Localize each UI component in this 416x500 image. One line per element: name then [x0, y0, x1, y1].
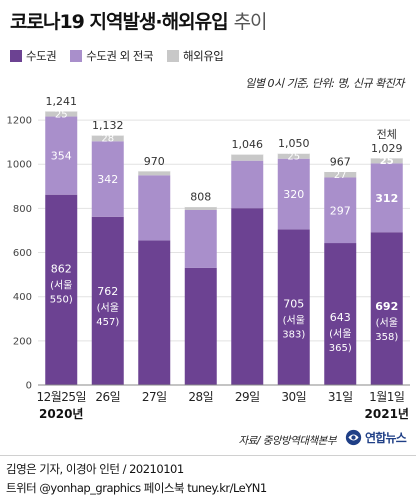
bar-segment-imported [370, 157, 403, 164]
legend: 수도권 수도권 외 전국 해외유입 [10, 48, 224, 64]
y-tick-label: 1000 [7, 160, 32, 171]
seoul-sublabel-line1: (서울 [329, 328, 351, 340]
x-tick-label: 29일 [235, 390, 260, 404]
bar-segment-non-seoul [91, 141, 124, 217]
social-line: 트위터 @yonhap_graphics 페이스북 tuney.kr/LeYN1 [6, 481, 267, 495]
chart-title: 코로나19 지역발생·해외유입 추이 [10, 7, 268, 34]
data-label-seoul-area: 762 [97, 285, 118, 298]
bar-segment-non-seoul [45, 116, 78, 195]
source-note: 자료/ 중앙방역대책본부 [238, 435, 337, 447]
bar-segment-non-seoul [324, 177, 357, 244]
bar-segment-non-seoul [184, 209, 217, 268]
legend-label-non-seoul: 수도권 외 전국 [86, 49, 154, 63]
y-tick-label: 800 [13, 204, 32, 215]
total-prefix-label: 전체 [377, 128, 397, 141]
data-label-imported: 25 [380, 156, 394, 167]
data-label-imported: 25 [287, 151, 300, 162]
legend-swatch-imported [167, 50, 180, 62]
total-label: 1,050 [278, 137, 310, 150]
legend-item-seoul-area: 수도권 [10, 48, 57, 64]
data-label-seoul-area: 705 [283, 297, 304, 310]
data-label-non-seoul: 320 [283, 188, 304, 201]
data-label-non-seoul: 354 [51, 150, 72, 163]
title-sub: 추이 [233, 11, 268, 33]
bar-segment-seoul-area [324, 243, 357, 385]
stacked-bar-chart: 0 200 400 600 800 1000 1200 25 354 862 (서울 550) 1,24… [7, 95, 410, 421]
data-label-imported: 25 [55, 109, 68, 120]
seoul-sublabel-line2: 383) [282, 329, 305, 340]
bar-segment-imported [231, 154, 264, 161]
seoul-sublabel-line2: 365) [329, 343, 352, 354]
bar-segment-imported [91, 135, 124, 142]
bar-segment-imported [277, 153, 310, 159]
year-label: 2021년 [365, 407, 409, 421]
y-tick-label: 600 [13, 248, 32, 259]
data-label-imported: 27 [334, 170, 347, 181]
bar-segment-seoul-area [91, 216, 124, 385]
legend-swatch-non-seoul [70, 50, 83, 62]
bar-segment-seoul-area [231, 208, 264, 385]
yonhap-logo-text: 연합뉴스 [365, 431, 407, 445]
total-label: 1,046 [232, 138, 264, 151]
total-label: 1,132 [92, 119, 124, 132]
data-label-seoul-area: 862 [51, 263, 72, 276]
x-tick-label: 12월25일 [36, 390, 86, 404]
unit-note: 일별 0시 기준, 단위: 명, 신규 확진자 [245, 77, 404, 90]
bar-segment-seoul-area [138, 240, 171, 385]
bar-segment-imported [324, 171, 357, 178]
x-tick-label: 1월1일 [369, 390, 404, 404]
seoul-sublabel-line1: (서울 [97, 302, 119, 314]
seoul-sublabel-line2: 358) [375, 332, 398, 343]
legend-item-imported: 해외유입 [167, 48, 224, 64]
bar-segment-non-seoul [138, 175, 171, 241]
yonhap-logo-icon [345, 429, 362, 446]
credit-line: 김영은 기자, 이경아 인턴 / 20210101 [6, 462, 184, 476]
bar-segment-imported [184, 206, 217, 210]
total-label: 1,241 [46, 95, 78, 108]
x-tick-label: 27일 [142, 390, 167, 404]
total-label: 808 [190, 191, 211, 204]
bar-segment-imported [45, 111, 78, 117]
seoul-sublabel-line2: 550) [50, 295, 73, 306]
total-label: 1,029 [371, 142, 403, 155]
x-tick-label: 28일 [188, 390, 213, 404]
y-tick-label: 0 [26, 381, 32, 392]
y-tick-label: 200 [13, 336, 32, 347]
legend-swatch-seoul-area [10, 50, 22, 62]
year-label: 2020년 [39, 407, 83, 421]
bar-segment-seoul-area [277, 229, 310, 385]
x-tick-label: 30일 [281, 390, 306, 404]
footer-divider [0, 455, 416, 456]
yonhap-logo: 연합뉴스 [345, 429, 407, 446]
data-label-non-seoul: 312 [375, 192, 398, 205]
seoul-sublabel-line1: (서울 [376, 317, 398, 329]
bar-segment-non-seoul [277, 158, 310, 230]
title-main: 코로나19 지역발생·해외유입 [10, 11, 229, 33]
legend-item-non-seoul: 수도권 외 전국 [70, 48, 154, 64]
data-label-non-seoul: 297 [330, 204, 351, 217]
legend-label-seoul-area: 수도권 [26, 49, 57, 63]
seoul-sublabel-line2: 457) [96, 317, 119, 328]
bar-segment-non-seoul [370, 163, 403, 233]
seoul-sublabel-line1: (서울 [283, 314, 305, 326]
data-label-seoul-area: 692 [375, 300, 398, 313]
x-tick-label: 26일 [95, 390, 120, 404]
total-label: 967 [330, 156, 351, 169]
y-tick-label: 400 [13, 292, 32, 303]
total-label: 970 [144, 155, 165, 168]
legend-label-imported: 해외유입 [183, 49, 224, 63]
data-label-non-seoul: 342 [97, 173, 118, 186]
bar-segment-seoul-area [45, 194, 78, 385]
bar-segment-seoul-area [184, 267, 217, 385]
data-label-seoul-area: 643 [330, 311, 351, 324]
bar-segment-seoul-area [370, 232, 403, 385]
y-tick-label: 1200 [7, 116, 32, 127]
data-label-imported: 28 [101, 134, 114, 145]
bar-segment-imported [138, 170, 171, 176]
bar-segment-non-seoul [231, 160, 264, 209]
x-tick-label: 31일 [328, 390, 353, 404]
seoul-sublabel-line1: (서울 [50, 280, 72, 292]
